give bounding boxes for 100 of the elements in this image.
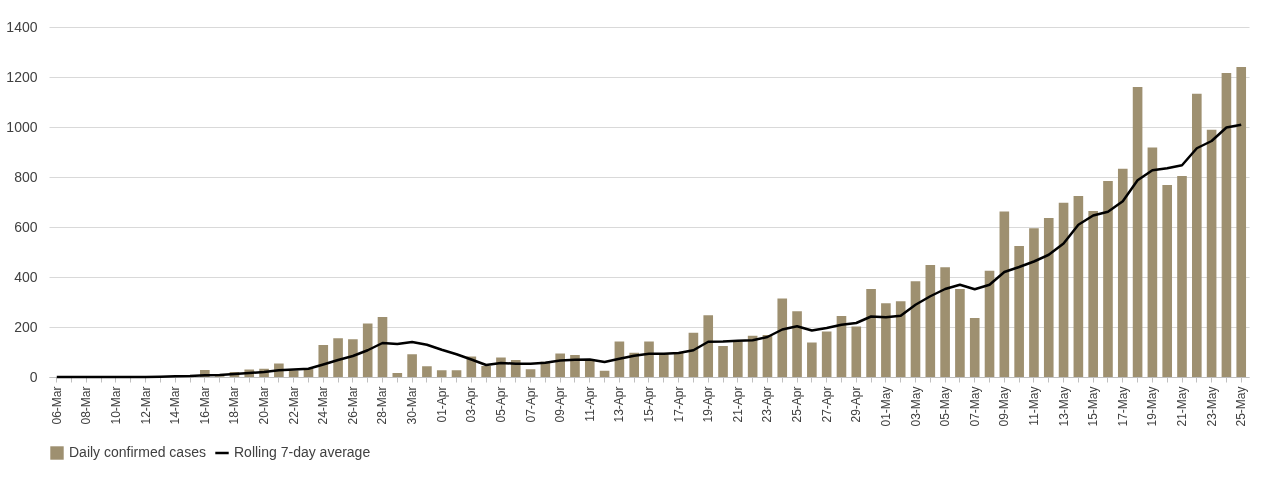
bar	[1162, 185, 1173, 377]
bar	[673, 353, 684, 377]
bar	[436, 370, 447, 377]
x-tick-label: 19-Apr	[701, 386, 716, 423]
x-tick-label: 23-May	[1204, 386, 1219, 427]
x-tick-label: 12-Mar	[138, 386, 153, 425]
y-tick-label: 1400	[6, 18, 38, 35]
bar	[599, 370, 610, 377]
bar	[1147, 147, 1158, 377]
x-tick-label: 01-May	[878, 386, 893, 427]
x-tick-label: 03-May	[908, 386, 923, 427]
x-tick-label: 27-Apr	[819, 386, 834, 423]
x-tick-label: 01-Apr	[434, 386, 449, 423]
bar	[999, 211, 1010, 377]
bar	[807, 342, 817, 377]
x-tick-label: 06-Mar	[49, 386, 64, 425]
x-tick-label: 03-Apr	[464, 386, 479, 423]
bar	[1132, 87, 1143, 377]
bar	[1043, 218, 1054, 377]
bar	[969, 318, 980, 377]
x-tick-label: 07-Apr	[523, 386, 538, 423]
x-tick-label: 08-Mar	[79, 386, 94, 425]
y-tick-label: 200	[14, 318, 38, 335]
x-tick-label: 26-Mar	[345, 386, 360, 425]
bar	[955, 289, 965, 377]
x-tick-label: 09-May	[997, 386, 1012, 427]
line-series	[55, 123, 1243, 379]
bar	[1088, 211, 1098, 377]
bar	[318, 345, 329, 377]
legend-label: Daily confirmed cases	[69, 444, 206, 460]
y-tick-label: 400	[14, 268, 38, 285]
bar	[881, 303, 891, 377]
bar	[1117, 168, 1128, 377]
x-tick-label: 13-Apr	[612, 386, 627, 423]
bar	[348, 339, 358, 377]
bar	[1177, 176, 1187, 377]
bar	[451, 370, 462, 377]
bar	[1103, 181, 1113, 377]
bar	[1073, 196, 1084, 377]
x-tick-label: 30-Mar	[405, 386, 420, 425]
x-tick-label: 23-Apr	[760, 386, 775, 423]
bar	[1192, 93, 1202, 377]
y-tick-label: 600	[14, 218, 38, 235]
bar	[1029, 228, 1039, 377]
bar	[895, 301, 906, 377]
y-tick-label: 800	[14, 168, 38, 185]
bar	[525, 369, 536, 377]
bar	[1058, 202, 1069, 377]
bar	[777, 298, 788, 377]
bar	[866, 289, 876, 377]
bar	[407, 354, 417, 377]
x-tick-label: 11-Apr	[582, 386, 597, 422]
x-tick-label: 21-Apr	[730, 386, 745, 423]
y-tick-label: 1000	[6, 118, 38, 135]
bar	[703, 315, 714, 377]
x-tick-label: 17-May	[1115, 386, 1130, 427]
bar	[644, 341, 654, 377]
bar	[851, 326, 862, 377]
x-tick-label: 29-Apr	[849, 386, 864, 423]
bar	[792, 311, 802, 377]
x-tick-label: 28-Mar	[375, 386, 390, 425]
bar	[940, 267, 950, 377]
x-tick-label: 24-Mar	[316, 386, 331, 425]
bar	[733, 341, 743, 377]
bar	[984, 270, 995, 377]
bar	[658, 353, 669, 377]
bar	[422, 366, 432, 377]
x-tick-label: 11-May	[1026, 386, 1041, 426]
x-tick-label: 14-Mar	[168, 386, 183, 425]
x-tick-label: 21-May	[1175, 386, 1189, 427]
x-tick-label: 07-May	[967, 386, 982, 427]
x-tick-label: 16-Mar	[197, 386, 212, 425]
y-tick-label: 0	[29, 368, 38, 385]
bar	[1206, 129, 1217, 377]
legend-label: Rolling 7-day average	[234, 444, 371, 460]
x-tick-label: 05-May	[938, 386, 953, 427]
x-tick-label: 15-Apr	[642, 386, 656, 423]
y-tick-label: 1200	[6, 68, 38, 85]
x-tick-label: 09-Apr	[553, 386, 568, 423]
bar	[481, 366, 491, 377]
x-tick-label: 15-May	[1086, 386, 1101, 427]
bar	[1221, 73, 1232, 377]
bar	[821, 331, 832, 377]
x-tick-label: 17-Apr	[671, 386, 686, 423]
x-tick-label: 25-May	[1234, 386, 1249, 427]
bar	[910, 281, 921, 377]
x-tick-label: 19-May	[1145, 386, 1160, 427]
x-tick-label: 10-Mar	[109, 386, 123, 425]
bar	[925, 265, 936, 377]
x-tick-label: 25-Apr	[790, 386, 805, 423]
bar	[1236, 67, 1247, 377]
bar	[377, 317, 388, 377]
x-tick-label: 22-Mar	[286, 386, 301, 425]
x-tick-label: 13-May	[1056, 386, 1071, 427]
x-tick-label: 05-Apr	[493, 386, 508, 423]
bar	[392, 373, 403, 377]
bar	[718, 346, 728, 377]
x-tick-label: 20-Mar	[257, 386, 272, 425]
bar	[1014, 246, 1024, 377]
bar	[333, 338, 343, 377]
